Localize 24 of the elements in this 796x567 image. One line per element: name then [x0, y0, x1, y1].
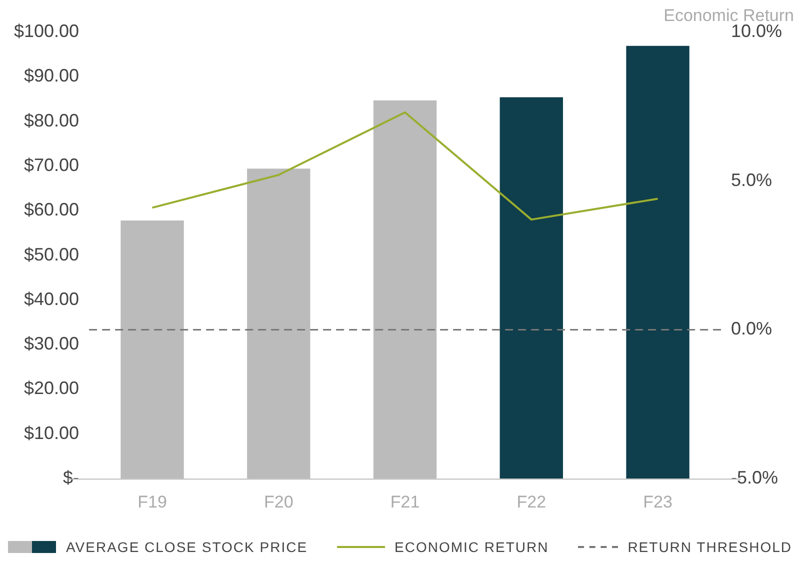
y-tick-label: $60.00 [24, 200, 80, 220]
legend-label: RETURN THRESHOLD [628, 539, 792, 555]
y-tick-label: $- [63, 468, 80, 488]
legend-label: ECONOMIC RETURN [394, 539, 549, 555]
x-tick-label: F21 [390, 492, 420, 512]
y-tick-label: $100.00 [14, 20, 80, 41]
y-tick-label: $10.00 [24, 422, 80, 443]
x-tick-label: F19 [138, 492, 167, 512]
y2-tick-label: 5.0% [730, 170, 772, 190]
y-tick-label: $30.00 [24, 334, 80, 354]
y-tick-label: $80.00 [24, 110, 80, 130]
legend-label: AVERAGE CLOSE STOCK PRICE [66, 539, 308, 555]
y2-tick-label: 0.0% [730, 318, 772, 339]
y-tick-label: $40.00 [24, 288, 80, 309]
x-tick-label: F20 [264, 492, 294, 512]
y-tick-label: $20.00 [24, 378, 80, 398]
y-tick-label: $90.00 [24, 66, 80, 86]
y-tick-label: $50.00 [24, 244, 80, 264]
bar [626, 46, 690, 479]
x-tick-label: F23 [643, 492, 672, 512]
bar [500, 97, 563, 479]
y2-tick-label: -5.0% [730, 468, 778, 488]
y-tick-label: $70.00 [24, 154, 80, 175]
x-tick-label: F22 [516, 492, 546, 512]
